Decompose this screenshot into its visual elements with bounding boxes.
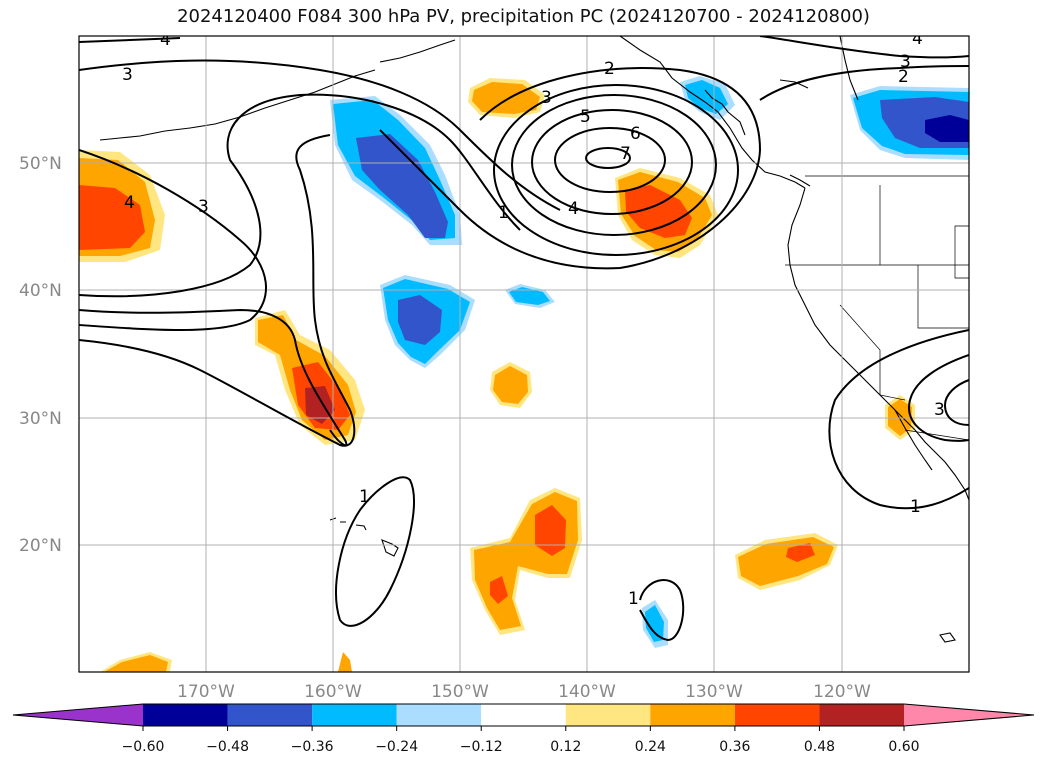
colorbar-extend-low (13, 704, 143, 726)
lon-label-150w: 150°W (431, 682, 489, 702)
precip-negative-area (398, 295, 442, 345)
contour-label: 3 (900, 52, 911, 72)
lat-label-40n: 40°N (19, 281, 62, 301)
colorbar-tick-label: −0.24 (375, 739, 418, 755)
colorbar-tick-label: −0.36 (291, 739, 334, 755)
contour-label: 5 (580, 107, 591, 127)
precip-negative-area (685, 80, 728, 114)
precip-positive-area (625, 185, 692, 238)
colorbar-tick-label: 0.60 (888, 739, 919, 755)
contour-label: 4 (912, 29, 923, 49)
colorbar-extend-high (904, 704, 1034, 726)
colorbar-segment (312, 704, 397, 726)
colorbar-tick-label: −0.12 (460, 739, 503, 755)
precip-positive-area (493, 366, 528, 404)
contour-label: 3 (934, 400, 945, 420)
colorbar-segment (734, 704, 820, 726)
colorbar-segment (481, 704, 566, 726)
precip-positive-area (79, 185, 145, 250)
colorbar-segment (565, 704, 651, 726)
lon-label-170w: 170°W (177, 682, 235, 702)
lon-label-160w: 160°W (304, 682, 362, 702)
lon-label-120w: 120°W (813, 682, 871, 702)
contour-label: 4 (568, 199, 579, 219)
contour-label: 2 (898, 67, 909, 87)
gridlines (79, 36, 969, 672)
pv-contours (79, 36, 969, 642)
precip-negative-area (645, 605, 664, 642)
contour-label: 1 (910, 497, 921, 517)
colorbar-tick-label: −0.60 (122, 739, 165, 755)
precip-positive-area (338, 652, 352, 672)
lon-label-140w: 140°W (558, 682, 616, 702)
map-title: 2024120400 F084 300 hPa PV, precipitatio… (177, 6, 870, 27)
precip-positive-area (305, 386, 335, 424)
contour-label: 1 (359, 487, 370, 507)
colorbar: −0.60 −0.48 −0.36 −0.24 −0.12 0.12 0.24 0.36 0.4… (12, 703, 1035, 755)
contour-label: 3 (122, 65, 133, 85)
colorbar-tick-label: −0.48 (206, 739, 249, 755)
contour-label: 3 (541, 88, 552, 108)
colorbar-segment (143, 704, 228, 726)
latitude-labels: 50°N 40°N 30°N 20°N (19, 154, 62, 556)
lat-label-50n: 50°N (19, 154, 62, 174)
political-borders (785, 175, 969, 441)
contour-label: 1 (628, 589, 639, 609)
colorbar-tick-label: 0.36 (719, 739, 750, 755)
colorbar-segment (227, 704, 313, 726)
contour-label: 3 (198, 197, 209, 217)
precip-positive-area (535, 505, 566, 556)
contour-label: 2 (604, 59, 615, 79)
precip-negative-area (925, 115, 969, 142)
map-frame (78, 35, 970, 673)
lat-label-20n: 20°N (19, 536, 62, 556)
precip-negative-area (356, 134, 448, 238)
contour-label: 4 (124, 193, 135, 213)
contour-label: 6 (630, 124, 641, 144)
contour-label: 1 (498, 203, 509, 223)
contour-label: 4 (160, 30, 171, 50)
pv-contour-labels: 3 4 3 2 3 5 6 7 4 1 3 2 4 4 1 1 1 3 (122, 29, 945, 609)
longitude-labels: 170°W 160°W 150°W 140°W 130°W 120°W (177, 682, 871, 702)
precip-positive-area (490, 576, 508, 604)
lon-label-130w: 130°W (685, 682, 743, 702)
contour-label: 7 (620, 144, 631, 164)
precip-positive-area (786, 543, 815, 562)
precip-negative-area (509, 287, 550, 305)
colorbar-segment (396, 704, 482, 726)
colorbar-segment (819, 704, 904, 726)
colorbar-tick-label: 0.48 (804, 739, 835, 755)
lat-label-30n: 30°N (19, 409, 62, 429)
precip-positive-area (104, 655, 168, 672)
map-panel: 3 4 3 2 3 5 6 7 4 1 3 2 4 4 1 1 1 3 (79, 29, 969, 672)
colorbar-segment (650, 704, 735, 726)
colorbar-tick-label: 0.24 (635, 739, 666, 755)
precip-positive-area (472, 82, 540, 114)
colorbar-tick-label: 0.12 (550, 739, 581, 755)
